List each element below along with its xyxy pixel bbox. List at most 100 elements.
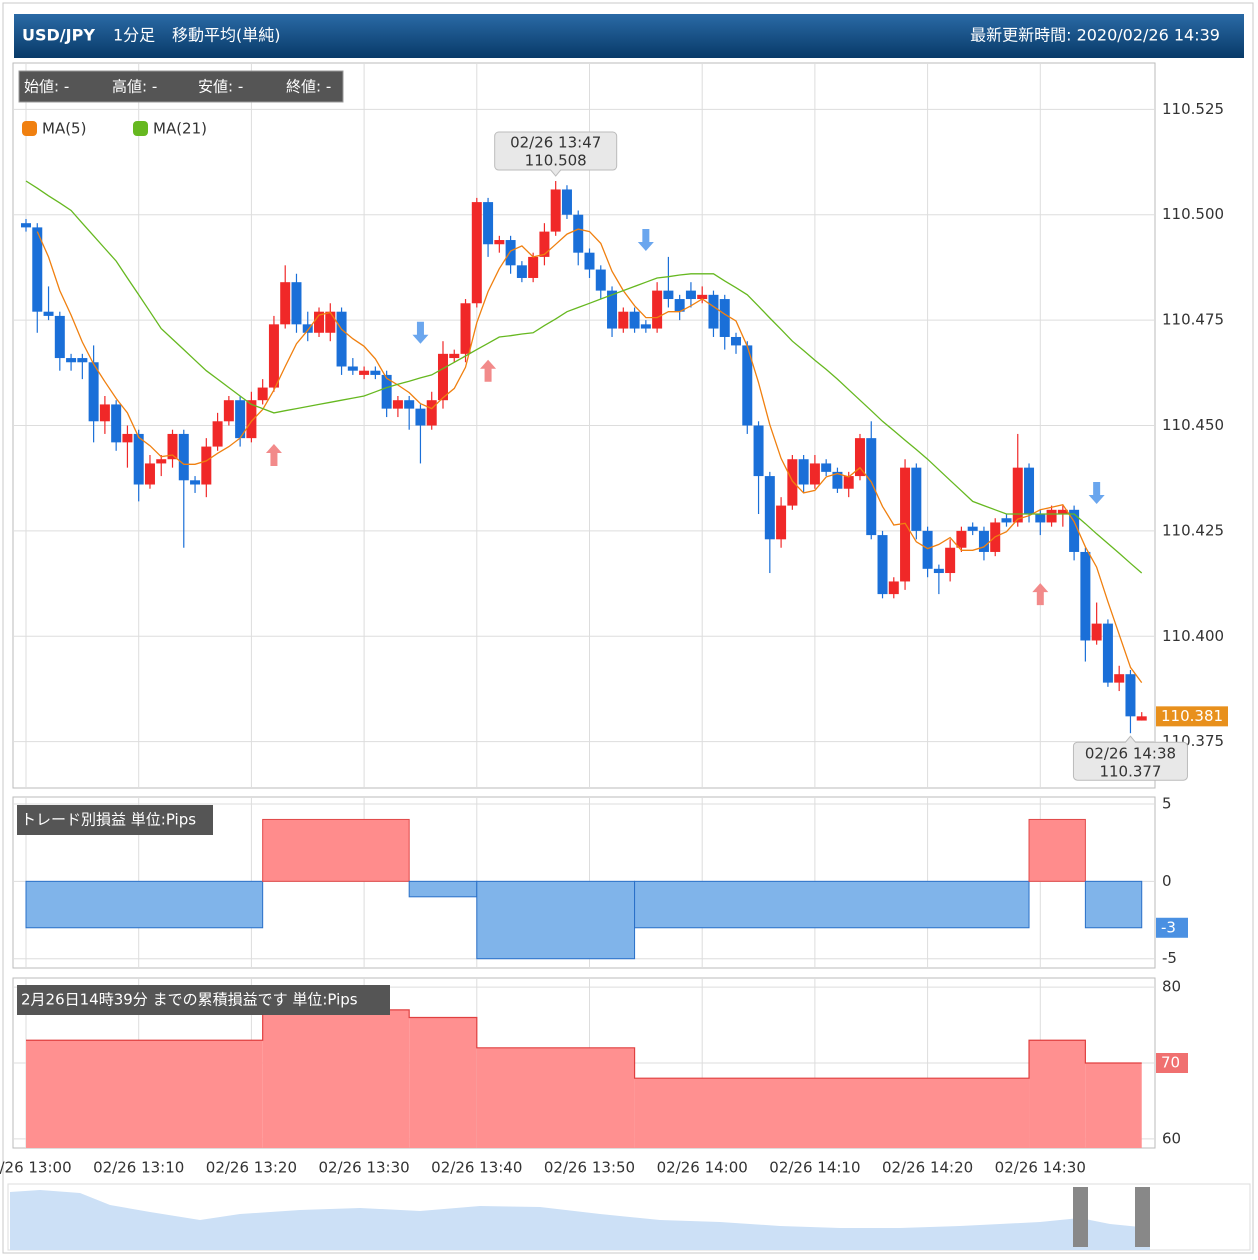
x-tick-label: 02/26 13:50	[544, 1159, 635, 1177]
candle-body	[1136, 716, 1147, 721]
last-value-box	[1156, 917, 1188, 938]
candle-body	[280, 282, 291, 325]
candle-body	[54, 315, 65, 359]
x-tick-label: 02/26 13:20	[206, 1159, 297, 1177]
ma-line	[25, 180, 1143, 574]
candle-body	[854, 438, 865, 477]
candle-body	[753, 425, 764, 477]
candle-body	[652, 290, 663, 329]
candle-body	[381, 374, 392, 409]
candle-body	[1091, 623, 1102, 641]
pl-bar	[1084, 880, 1143, 929]
signal-arrow	[265, 444, 282, 467]
candle-body	[235, 400, 246, 439]
candle-body	[742, 345, 753, 426]
y-tick-label: 110.425	[1162, 521, 1224, 539]
signal-arrow	[480, 359, 497, 382]
candle-body	[178, 433, 189, 481]
navigator-handle[interactable]	[1135, 1187, 1150, 1247]
y-tick-label: 80	[1162, 978, 1181, 996]
cumulative-area	[1085, 1063, 1142, 1148]
cumulative-area	[476, 1047, 635, 1148]
current-price-box	[1156, 706, 1228, 727]
y-tick-label: -5	[1162, 949, 1177, 967]
candle-body	[1125, 674, 1136, 717]
candle-body	[99, 404, 110, 422]
candle-body	[843, 476, 854, 489]
candle-body	[900, 467, 911, 582]
signal-arrow	[637, 229, 654, 252]
updated: 最新更新時間: 2020/02/26 14:39	[970, 26, 1220, 45]
candle-body	[798, 459, 809, 485]
candle-body	[764, 476, 775, 540]
candle-body	[933, 568, 944, 574]
candle-body	[945, 547, 956, 574]
candle-body	[607, 290, 618, 329]
candle-body	[302, 324, 313, 333]
candle-body	[550, 189, 561, 232]
candle-body	[201, 446, 212, 485]
candle-body	[1102, 623, 1113, 683]
candle-body	[291, 282, 302, 325]
low-time: 02/26 14:38	[1085, 745, 1176, 763]
candle-body	[922, 530, 933, 569]
legend-swatch	[22, 121, 37, 136]
candle-body	[449, 353, 460, 359]
candle-body	[460, 303, 471, 354]
candle-body	[325, 311, 336, 333]
pl-bar	[408, 880, 478, 898]
candle-body	[494, 240, 505, 245]
candle-body	[584, 252, 595, 270]
candle-body	[471, 202, 482, 304]
cumulative-title-box	[17, 985, 390, 1015]
candle-body	[1080, 551, 1091, 641]
candle-body	[437, 353, 448, 401]
ma-line	[36, 228, 1143, 683]
indicator: 移動平均(単純)	[172, 26, 281, 45]
candle-body	[685, 290, 696, 300]
candle-body	[392, 400, 403, 409]
navigator-handle[interactable]	[1073, 1187, 1088, 1247]
candle-body	[1035, 514, 1046, 523]
candle-body	[539, 231, 550, 257]
candle-body	[246, 400, 257, 439]
ohlc-low: 安値: -	[198, 78, 243, 96]
candle-body	[731, 336, 742, 346]
candle-body	[415, 408, 426, 426]
x-tick-label: 02/26 13:40	[431, 1159, 522, 1177]
low-callout	[1072, 735, 1188, 781]
candle-body	[336, 311, 347, 367]
cumulative-title: 2月26日14時39分 までの累積損益です 単位:Pips	[21, 991, 358, 1009]
legend-swatch	[133, 121, 148, 136]
candle-body	[223, 400, 234, 422]
y-tick-label: 110.475	[1162, 311, 1224, 329]
candle-body	[88, 362, 99, 422]
candle-body	[978, 530, 989, 552]
cumulative-area	[634, 1078, 1030, 1148]
candle-body	[911, 467, 922, 531]
candle-body	[674, 299, 685, 312]
candle-body	[1114, 674, 1125, 683]
candle-body	[821, 463, 832, 472]
pl-bar	[1028, 818, 1086, 882]
navigator-area	[10, 1190, 1150, 1250]
candle-body	[787, 459, 798, 506]
candle-body	[133, 433, 144, 485]
ohlc-open: 始値: -	[24, 78, 69, 96]
candle-body	[561, 189, 572, 215]
signal-arrow	[412, 321, 429, 344]
candle-body	[32, 227, 43, 312]
x-tick-label: 02/26 14:30	[995, 1159, 1086, 1177]
signal-arrow	[1032, 583, 1049, 606]
candle-body	[268, 324, 279, 388]
last-value: 70	[1161, 1054, 1180, 1072]
x-tick-label: 02/26 14:00	[657, 1159, 748, 1177]
candle-body	[595, 269, 606, 291]
candle-body	[144, 463, 155, 485]
candle-body	[404, 400, 415, 409]
trade-title: トレード別損益 単位:Pips	[21, 811, 196, 829]
signal-arrow	[1088, 481, 1105, 504]
candle-body	[359, 370, 370, 375]
candle-body	[618, 311, 629, 329]
candle-body	[719, 299, 730, 337]
